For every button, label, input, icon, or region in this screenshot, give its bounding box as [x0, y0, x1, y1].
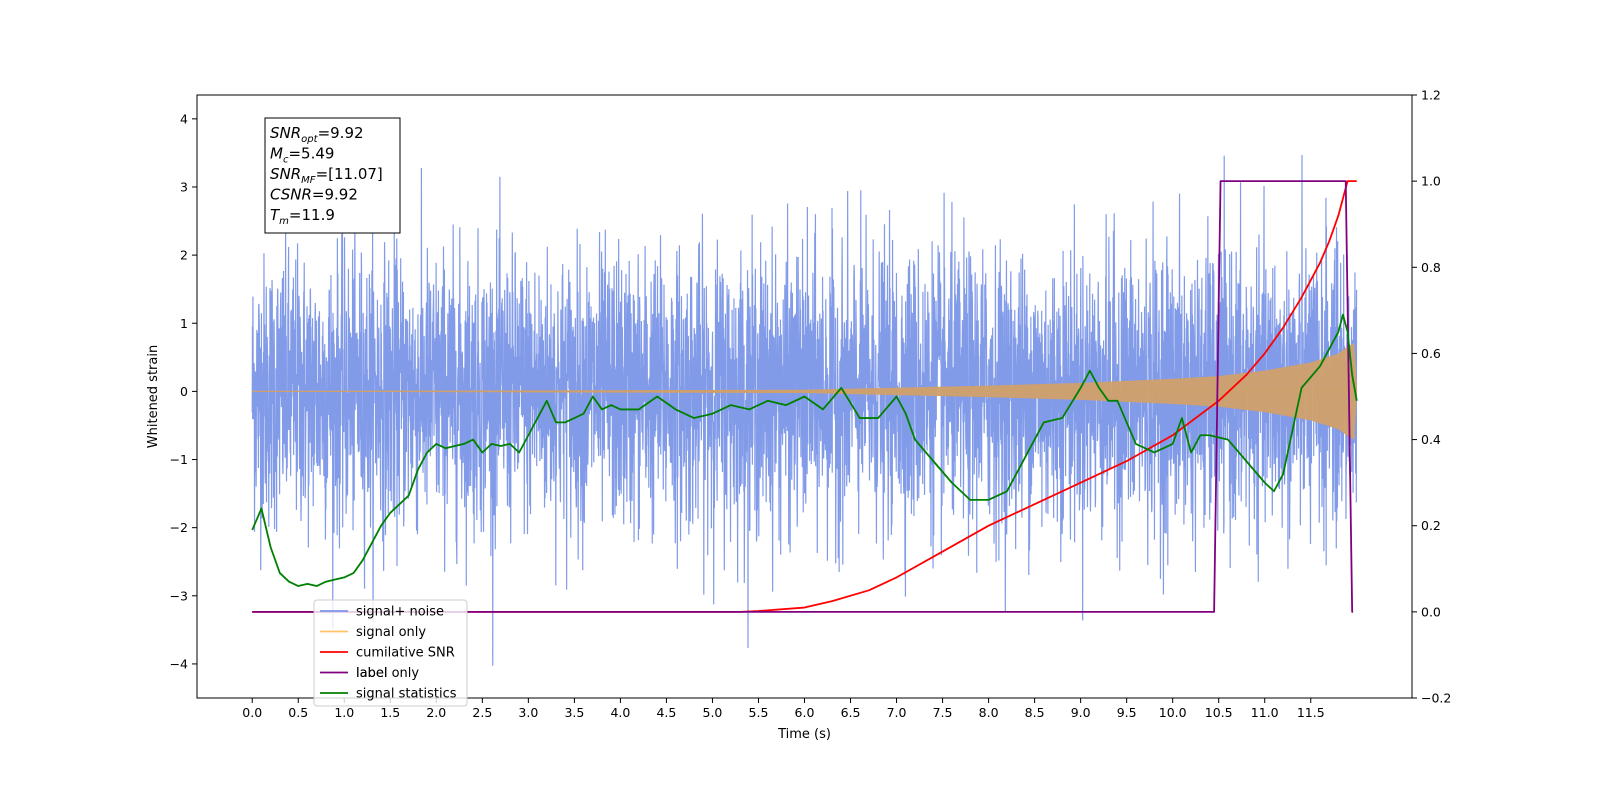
x-tick-label: 5.0 — [703, 705, 723, 720]
x-tick-label: 11.5 — [1297, 705, 1325, 720]
legend-label: signal statistics — [356, 687, 457, 702]
y2-tick-label: 0.2 — [1421, 518, 1441, 533]
x-tick-label: 7.0 — [887, 705, 907, 720]
series-cumulative-snr-line — [252, 180, 1357, 613]
legend-label: signal+ noise — [356, 605, 444, 620]
legend-label: signal only — [356, 625, 426, 640]
x-tick-label: 8.0 — [979, 705, 999, 720]
y2-tick-label: 1.2 — [1421, 88, 1441, 103]
y2-tick-label: 0.8 — [1421, 260, 1441, 275]
y-tick-label: 1 — [180, 316, 188, 331]
y-axis-label: Whitened strain — [146, 345, 161, 448]
legend-overlap-text: label only — [356, 666, 419, 681]
series-signal-statistics-line — [251, 313, 1358, 587]
series-signal-noise-line — [251, 154, 1358, 666]
y-tick-label: 2 — [180, 248, 188, 263]
info-mc: Mc=5.49 — [270, 145, 334, 166]
legend-label: label — [356, 666, 387, 681]
y-axis-right: 1.2 1.0 0.8 0.6 0.4 0.2 0.0 −0.2 — [1412, 88, 1451, 706]
plot-area — [251, 154, 1358, 666]
x-tick-label: 2.5 — [472, 705, 492, 720]
y2-tick-label: 0.6 — [1421, 346, 1441, 361]
info-snr-mf: SNRMF=[11.07] — [270, 165, 383, 186]
x-tick-label: 11.0 — [1251, 705, 1279, 720]
y-axis-left: 4 3 2 1 0 −1 −2 −3 −4 — [170, 111, 197, 671]
y2-tick-label: 0.4 — [1421, 432, 1441, 447]
y2-tick-label: 1.0 — [1421, 174, 1441, 189]
x-tick-label: 2.0 — [426, 705, 446, 720]
x-tick-label: 9.5 — [1117, 705, 1137, 720]
y-tick-label: −2 — [170, 520, 188, 535]
x-axis-label: Time (s) — [777, 727, 831, 742]
info-tm: Tm=11.9 — [270, 206, 335, 227]
x-tick-label: 10.0 — [1159, 705, 1187, 720]
y2-tick-label: 0.0 — [1421, 604, 1441, 619]
x-tick-label: 3.5 — [564, 705, 584, 720]
x-tick-label: 9.0 — [1071, 705, 1091, 720]
y-tick-label: 3 — [180, 179, 188, 194]
info-box-frame — [264, 117, 401, 234]
x-tick-label: 6.5 — [841, 705, 861, 720]
info-csnr: CSNR=9.92 — [270, 186, 358, 204]
series-label-line — [252, 180, 1354, 613]
legend-label: cumilative SNR — [356, 646, 455, 661]
x-tick-label: 0.5 — [288, 705, 308, 720]
x-tick-label: 10.5 — [1205, 705, 1233, 720]
y-tick-label: −4 — [170, 656, 188, 671]
x-tick-label: 1.5 — [380, 705, 400, 720]
x-tick-label: 7.5 — [933, 705, 953, 720]
x-tick-label: 1.0 — [334, 705, 354, 720]
legend: label only signal+ noise signal only cumila… — [313, 599, 468, 707]
x-axis: 0.0 0.5 1.0 1.5 2.0 2.5 3.0 3.5 4.0 4.5 5.0 5.5 6.0 6… — [242, 698, 1325, 720]
x-tick-label: 4.0 — [610, 705, 630, 720]
y2-tick-label: −0.2 — [1421, 691, 1451, 706]
x-tick-label: 3.0 — [518, 705, 538, 720]
legend-frame — [313, 599, 468, 707]
x-tick-label: 8.5 — [1025, 705, 1045, 720]
x-tick-label: 0.0 — [242, 705, 262, 720]
y-tick-label: −1 — [170, 452, 188, 467]
y-tick-label: 0 — [180, 384, 188, 399]
info-box: SNRopt=9.92 Mc=5.49 SNRMF=[11.07] CSNR=9… — [264, 117, 401, 234]
info-snr-opt: SNRopt=9.92 — [270, 124, 364, 145]
x-tick-label: 6.0 — [795, 705, 815, 720]
y-tick-label: −3 — [170, 588, 188, 603]
x-tick-label: 5.5 — [749, 705, 769, 720]
y-tick-label: 4 — [180, 111, 188, 126]
x-tick-label: 4.5 — [656, 705, 676, 720]
